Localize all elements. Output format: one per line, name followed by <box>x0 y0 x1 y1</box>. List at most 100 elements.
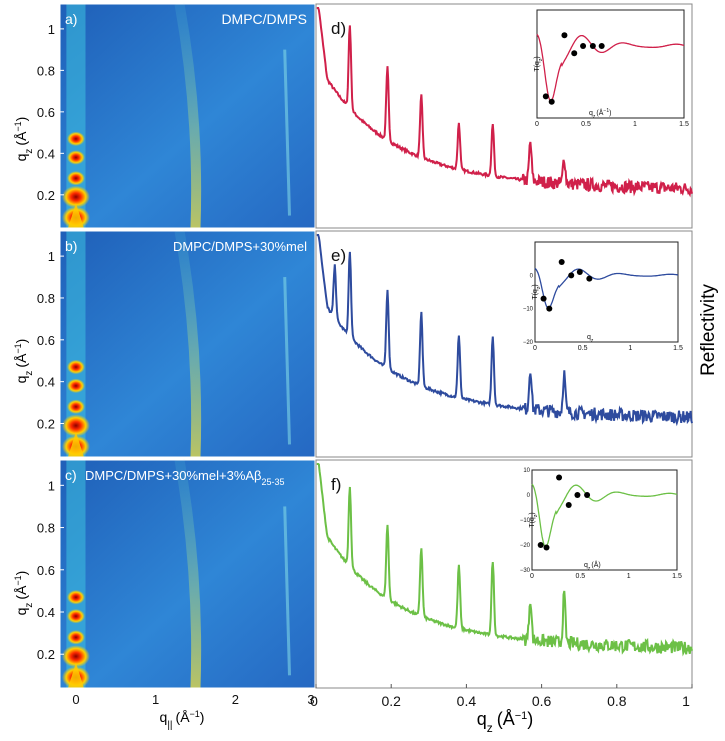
heatmap-frame <box>59 230 316 458</box>
diffuse-ring <box>174 3 202 229</box>
inset-y-tick-label: 10 <box>523 468 530 474</box>
inset-x-tick-label: 0 <box>533 345 537 352</box>
heatmap-panel-a: 0.2 0.4 0.6 0.8 1 a) DMPC/DMPS <box>37 3 316 229</box>
x-tick-label: 1 <box>152 692 159 707</box>
inset-frame <box>534 241 679 343</box>
inset-plot: 0 0.5 1 1.5 0 −10 −20 T(qz) qz <box>523 241 683 352</box>
inset-x-tick-label: 1 <box>628 345 632 352</box>
inset-data-point <box>540 295 547 302</box>
inset-plot: 0 0.5 1 1.5 10 0 −10 −20 −30 T(qz) qz(Å) <box>520 468 682 580</box>
panel-title: DMPC/DMPS <box>221 11 307 27</box>
x-tick-label: 0.6 <box>532 693 552 709</box>
inset-data-point <box>571 50 578 57</box>
panel-letter: b) <box>65 238 77 254</box>
reflectivity-curve <box>316 234 693 427</box>
x-tick-label: 0 <box>310 693 318 709</box>
bragg-peak-spot <box>66 359 85 375</box>
inset-data-point <box>589 43 596 49</box>
y-tick-label: 1 <box>48 249 55 264</box>
x-tick-label: 3 <box>307 692 314 707</box>
y-tick-label: 0.8 <box>37 291 55 306</box>
inset-data-point <box>586 275 593 282</box>
inset-x-tick-label: 1 <box>633 121 637 128</box>
bragg-peak-spot <box>66 590 85 605</box>
low-q-intensity <box>67 431 84 457</box>
reflectivity-curve <box>316 463 693 657</box>
x-tick-label: 1 <box>682 693 690 709</box>
y-tick-label: 0.8 <box>37 521 55 536</box>
bragg-peak-spot <box>61 414 90 437</box>
y-tick-label: 1 <box>48 22 55 37</box>
inset-data-point <box>546 305 553 312</box>
x-tick-label: 0.2 <box>381 693 401 709</box>
reflectivity-axis-label: Reflectivity <box>698 284 719 376</box>
bragg-peak-spot <box>66 630 85 645</box>
low-q-intensity <box>67 203 84 228</box>
inset-data-point <box>574 492 581 498</box>
inset-curve <box>536 34 685 102</box>
qpar-axis-label: q|| (Å−1) <box>160 709 205 731</box>
heatmap-panel-b: 0.2 0.4 0.6 0.8 1 b) DMPC/DMPS+30%mel <box>37 230 316 458</box>
reflectivity-curve <box>316 7 693 198</box>
heatmap-panel-c: 0.2 0.4 0.6 0.8 1 c) DMPC/DMPS+30%mel+3%Aβ25-3… <box>37 459 316 707</box>
inset-y-tick-label: 0 <box>530 273 534 279</box>
diffuse-ring <box>174 459 202 689</box>
inset-x-label: qz(Å−1) <box>589 108 611 120</box>
inset-data-point <box>576 269 583 275</box>
heatmap-frame <box>59 3 316 229</box>
chain-correlation-streak <box>283 49 291 216</box>
x-tick-label: 2 <box>232 692 239 707</box>
inset-data-point <box>565 502 572 508</box>
y-tick-label: 1 <box>48 478 55 493</box>
panel-letter: f) <box>331 475 341 494</box>
x-tick-label: 0 <box>72 692 79 707</box>
inset-data-point <box>548 98 555 105</box>
y-tick-label: 0.4 <box>37 605 55 620</box>
inset-y-label: T(qz) <box>532 284 542 299</box>
bragg-peak-spot <box>61 645 90 668</box>
heatmap-panels: 0.2 0.4 0.6 0.8 1 a) DMPC/DMPS 0.2 0.4 0.6 0.8 1 b) D… <box>37 3 316 707</box>
left-qz-axis-label-2: qz(Å−1) <box>13 339 35 384</box>
inset-data-point <box>580 43 587 49</box>
inset-data-point <box>537 542 544 548</box>
inset-data-point <box>568 272 575 279</box>
inset-y-tick-label: −20 <box>523 340 534 346</box>
bragg-peak-spot <box>61 185 90 209</box>
low-q-intensity <box>67 662 84 688</box>
reflectivity-panel-d: d) 0 0.5 1 1.5 T(qz) qz(Å−1) <box>315 3 693 229</box>
panel-letter: e) <box>331 246 346 265</box>
inset-curve <box>534 267 679 310</box>
inset-data-point <box>598 43 605 49</box>
inset-data-point <box>584 492 591 498</box>
y-tick-label: 0.6 <box>37 105 55 120</box>
bragg-peak-spot <box>66 171 85 186</box>
panel-title: DMPC/DMPS+30%mel+3%Aβ25-35 <box>85 468 285 487</box>
bragg-peak-spot <box>66 399 85 414</box>
chain-correlation-streak <box>283 276 291 445</box>
inset-y-label: T(qz) <box>529 512 539 527</box>
y-tick-label: 0.2 <box>37 417 55 432</box>
reflectivity-panel-e: e) 0 0.5 1 1.5 0 −10 −20 T(qz) qz <box>315 230 693 458</box>
inset-x-tick-label: 0 <box>530 573 534 580</box>
bragg-peak-spot <box>66 131 85 147</box>
inset-y-tick-label: −30 <box>520 568 531 574</box>
inset-curve <box>531 483 678 548</box>
inset-y-label: T(qz) <box>534 56 544 71</box>
inset-plot: 0 0.5 1 1.5 T(qz) qz(Å−1) <box>534 9 689 128</box>
inset-y-tick-label: −10 <box>520 518 531 524</box>
inset-y-tick-label: −10 <box>523 307 534 313</box>
y-tick-label: 0.8 <box>37 63 55 78</box>
y-tick-label: 0.6 <box>37 563 55 578</box>
reflectivity-panel-f: f) 0 0.5 1 1.5 10 0 −10 −20 −30 T(qz) qz(Å) 0 0.2 0.4 0… <box>310 459 693 709</box>
left-qz-axis-label-3: qz(Å−1) <box>13 571 35 616</box>
inset-x-tick-label: 1.5 <box>673 345 683 352</box>
y-tick-label: 0.4 <box>37 375 55 390</box>
inset-x-tick-label: 0.5 <box>581 121 591 128</box>
bragg-peak-spot <box>66 150 85 165</box>
panel-title: DMPC/DMPS+30%mel <box>173 239 307 254</box>
left-qz-axis-label: qz(Å−1) <box>13 117 35 162</box>
y-tick-label: 0.2 <box>37 647 55 662</box>
inset-y-tick-label: −20 <box>520 543 531 549</box>
specular-rod <box>66 4 86 228</box>
